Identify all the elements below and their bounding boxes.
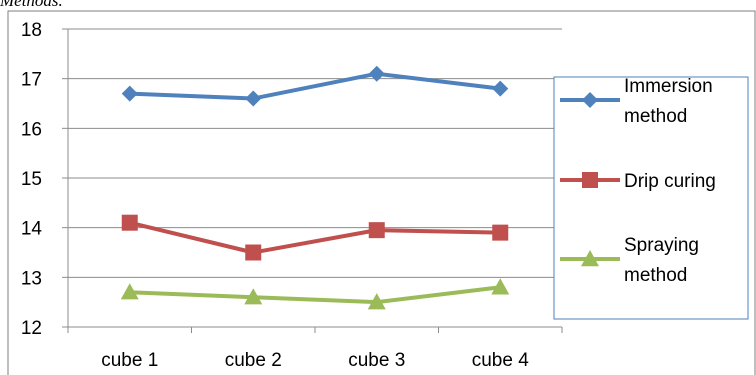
figure-caption-fragment: Methods.	[0, 0, 63, 10]
x-tick-label: cube 3	[348, 350, 405, 371]
legend-label: Drip curing	[624, 171, 716, 192]
y-tick-label: 17	[21, 70, 42, 91]
axes	[62, 28, 563, 333]
x-tick-label: cube 2	[225, 350, 282, 371]
legend-label: method	[624, 106, 687, 127]
legend-label: method	[624, 265, 687, 286]
x-axis-tick-labels: cube 1 cube 2 cube 3 cube 4	[101, 350, 529, 371]
data-point-triangle	[367, 293, 386, 310]
data-point-triangle	[581, 250, 599, 267]
legend: Immersion method Drip curing Spraying method	[553, 76, 749, 320]
legend-label: Immersion	[624, 76, 713, 97]
chart-frame	[7, 10, 756, 375]
series-line	[129, 220, 501, 255]
y-tick-label: 14	[21, 219, 43, 240]
legend-label: Spraying	[624, 235, 699, 256]
data-point-diamond	[245, 90, 262, 107]
x-tick-label: cube 1	[101, 350, 158, 371]
data-point-square	[582, 172, 598, 188]
y-tick-label: 12	[21, 318, 42, 339]
series-line	[129, 285, 501, 305]
y-tick-label: 18	[21, 20, 42, 41]
data-point-diamond	[492, 80, 509, 97]
y-tick-label: 15	[21, 169, 42, 190]
y-tick-label: 13	[21, 268, 42, 289]
data-point-diamond	[368, 65, 385, 82]
y-axis-tick-labels: 18 17 16 15 14 13 12	[21, 20, 43, 339]
series-lines	[120, 65, 510, 310]
data-point-square	[492, 224, 509, 241]
data-point-square	[245, 244, 262, 261]
x-tick-label: cube 4	[472, 350, 529, 371]
data-point-triangle	[244, 288, 263, 305]
series-line	[129, 71, 501, 101]
data-point-square	[368, 222, 385, 239]
data-point-diamond	[582, 92, 598, 108]
data-point-diamond	[121, 85, 138, 102]
data-point-triangle	[491, 278, 510, 295]
data-point-square	[121, 214, 138, 231]
legend-box	[553, 76, 749, 320]
y-tick-label: 16	[21, 119, 42, 140]
data-point-triangle	[120, 283, 139, 300]
